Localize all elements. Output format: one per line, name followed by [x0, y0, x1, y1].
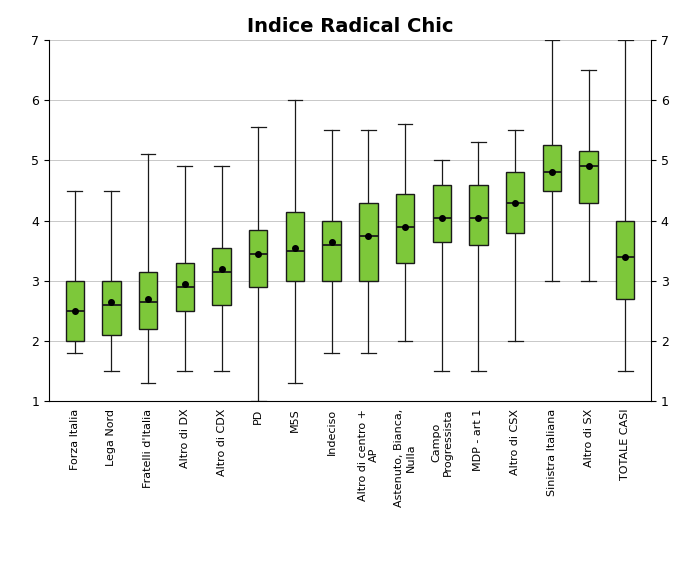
Bar: [249, 230, 267, 287]
Title: Indice Radical Chic: Indice Radical Chic: [247, 17, 454, 36]
Bar: [506, 172, 524, 233]
Bar: [212, 248, 231, 305]
Bar: [396, 194, 414, 262]
Bar: [323, 221, 341, 281]
Bar: [102, 281, 120, 335]
Bar: [139, 272, 158, 329]
Bar: [359, 203, 377, 281]
Bar: [433, 185, 451, 242]
Bar: [286, 211, 304, 281]
Bar: [580, 151, 598, 203]
Bar: [469, 185, 488, 245]
Bar: [176, 263, 194, 311]
Bar: [542, 146, 561, 190]
Bar: [66, 281, 84, 341]
Bar: [616, 221, 634, 299]
